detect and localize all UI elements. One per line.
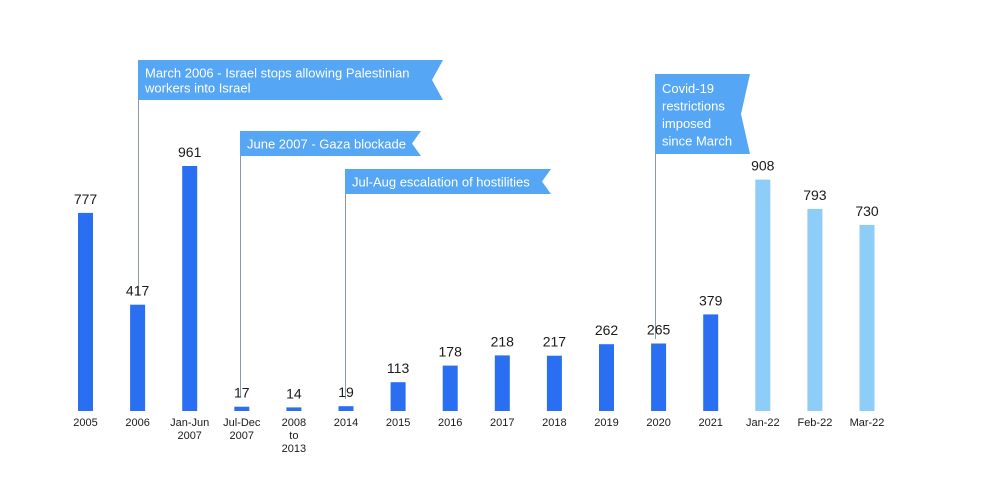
value-label-6: 113 (387, 360, 410, 376)
annotation-text-1-line-0: June 2007 - Gaza blockade (247, 137, 406, 152)
x-tick-label-6: 2015 (386, 417, 410, 429)
value-label-9: 217 (543, 334, 567, 350)
bar-4 (286, 407, 302, 411)
value-label-5: 19 (338, 384, 354, 400)
bar-12 (703, 314, 719, 411)
value-label-15: 730 (855, 203, 879, 219)
annotation-text-0-line-0: March 2006 - Israel stops allowing Pales… (145, 66, 409, 81)
x-tick-label-1: 2006 (125, 417, 149, 429)
value-label-1: 417 (126, 283, 150, 299)
x-tick-label-4-line-2: 2013 (282, 443, 306, 455)
x-tick-label-9: 2018 (542, 417, 566, 429)
value-label-12: 379 (699, 292, 723, 308)
annotation-text-0-line-1: workers into Israel (144, 81, 251, 96)
annotation-text-2-line-0: Jul-Aug escalation of hostilities (352, 175, 530, 190)
bar-0 (78, 212, 93, 411)
x-tick-label-8: 2017 (490, 417, 514, 429)
bar-15 (859, 224, 875, 411)
bar-7 (442, 365, 458, 411)
x-tick-label-3-line-1: 2007 (230, 430, 254, 442)
x-tick-label-11: 2020 (646, 417, 670, 429)
bar-8 (494, 355, 510, 411)
value-labels: 777 417 961 17 14 19 113 178 218 217 262 265 379 908 7… (74, 144, 879, 401)
value-label-3: 17 (234, 385, 250, 401)
annotation-text-3-line-0: Covid-19 (662, 81, 714, 96)
annotation-flag-2 (345, 169, 551, 194)
x-tick-label-4-line-1: to (289, 430, 298, 442)
bar-13 (755, 179, 771, 411)
bar-2 (182, 166, 198, 411)
bar-1 (130, 304, 146, 411)
x-tick-label-2-line-1: 2007 (177, 430, 201, 442)
annotation-text-3-line-3: since March (662, 133, 732, 148)
value-label-13: 908 (751, 158, 775, 174)
value-label-7: 178 (439, 344, 463, 360)
x-tick-label-7: 2016 (438, 417, 462, 429)
x-tick-label-0: 2005 (73, 417, 97, 429)
bar-10 (599, 344, 614, 411)
bar-9 (546, 355, 562, 411)
x-tick-label-10: 2019 (594, 417, 618, 429)
value-label-10: 262 (595, 322, 619, 338)
value-label-8: 218 (491, 333, 515, 349)
value-label-4: 14 (286, 385, 302, 401)
bar-6 (390, 382, 406, 411)
x-tick-label-13: Jan-22 (746, 417, 780, 429)
value-label-0: 777 (74, 191, 98, 207)
bar-11 (651, 343, 667, 411)
x-tick-label-14: Feb-22 (797, 417, 832, 429)
annotation-text-3-line-1: restrictions (662, 98, 725, 113)
x-tick-label-12: 2021 (698, 417, 722, 429)
bar-14 (807, 208, 823, 411)
x-tick-label-3-line-0: Jul-Dec (223, 417, 261, 429)
annotation-flag-0 (138, 60, 443, 100)
x-tick-label-15: Mar-22 (850, 417, 885, 429)
bar-3 (234, 406, 250, 411)
bars (78, 166, 875, 411)
value-label-14: 793 (803, 187, 827, 203)
value-label-2: 961 (178, 144, 202, 160)
value-label-11: 265 (647, 322, 671, 338)
annotations: March 2006 - Israel stops allowing Pales… (138, 60, 750, 399)
annotation-text-3-line-2: imposed (662, 116, 711, 131)
annotation-flag-3 (655, 74, 750, 154)
annotation-flag-1 (240, 131, 421, 156)
x-tick-labels: 2005 2006 Jan-Jun2007Jul-Dec20072008to2013… (73, 417, 884, 455)
bar-5 (338, 406, 354, 411)
x-tick-label-5: 2014 (334, 417, 358, 429)
x-tick-label-4-line-0: 2008 (282, 417, 306, 429)
x-tick-label-2-line-0: Jan-Jun (170, 417, 209, 429)
